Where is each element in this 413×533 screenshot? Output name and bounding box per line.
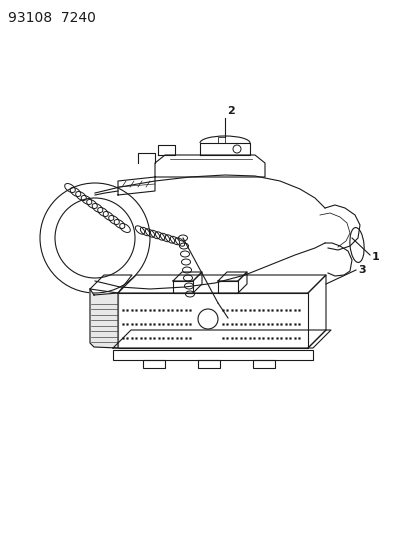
Text: 2: 2 [226,106,234,116]
Bar [113,350,312,360]
Polygon shape [90,289,118,348]
Bar [218,281,237,293]
Bar [173,281,192,293]
Bar [197,360,219,368]
Text: 1: 1 [371,252,379,262]
Text: 3: 3 [357,265,365,275]
Text: 93108  7240: 93108 7240 [8,11,96,25]
Bar [118,293,307,348]
Bar [142,360,165,368]
Bar [252,360,274,368]
